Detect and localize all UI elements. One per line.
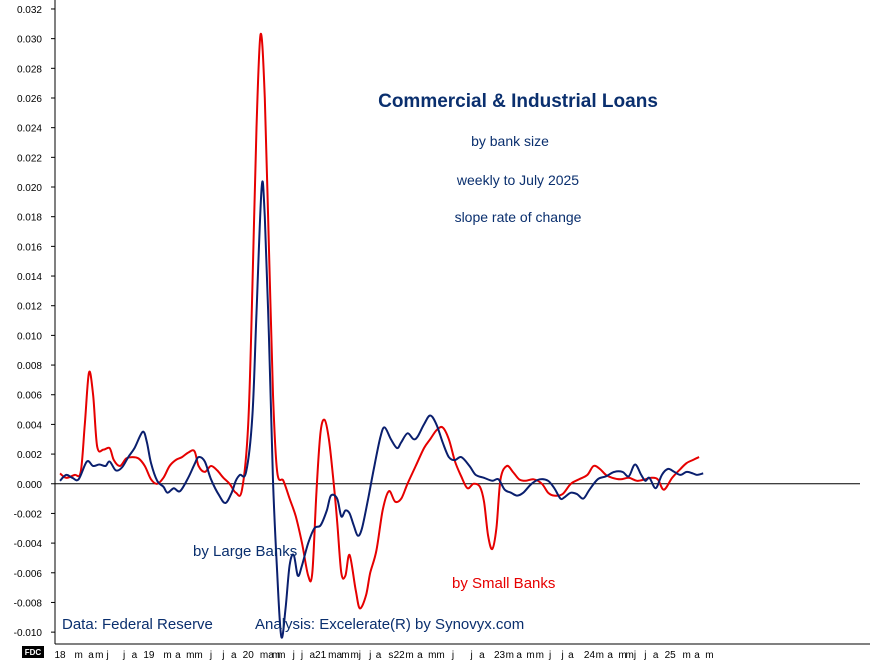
x-tick-label: 18 — [54, 650, 66, 661]
x-tick-label: m — [596, 650, 604, 661]
x-tick-label: m — [705, 650, 713, 661]
y-tick-label: 0.028 — [17, 64, 42, 75]
x-tick-label: m — [405, 650, 413, 661]
x-tick-label: m — [428, 650, 436, 661]
x-tick-label: 19 — [143, 650, 155, 661]
x-tick-label: a — [88, 650, 94, 661]
x-tick-label: m — [163, 650, 171, 661]
x-tick-label: s — [388, 650, 393, 661]
y-tick-label: 0.006 — [17, 391, 42, 402]
large-banks-label: by Large Banks — [193, 543, 297, 560]
x-tick-label: a — [175, 650, 181, 661]
y-tick-label: -0.006 — [14, 569, 43, 580]
x-tick-label: j — [560, 650, 563, 661]
chart-title: Commercial & Industrial Loans — [378, 91, 658, 112]
x-tick-label: j — [548, 650, 551, 661]
x-tick-label: m — [186, 650, 194, 661]
x-tick-label: 22 — [394, 650, 406, 661]
x-tick-label: 23 — [494, 650, 506, 661]
x-tick-label: a — [132, 650, 138, 661]
fdc-badge-text: FDC — [25, 648, 42, 657]
x-tick-label: j — [122, 650, 125, 661]
x-tick-label: m — [536, 650, 544, 661]
y-tick-label: 0.018 — [17, 213, 42, 224]
x-tick-label: m — [272, 650, 280, 661]
chart-subtitle-1: by bank size — [471, 133, 549, 149]
x-tick-label: a — [607, 650, 613, 661]
axes-layer: 0.032 0.030 0.028 0.026 0.024 0.022 0.020 0.018… — [14, 0, 870, 661]
x-tick-label: a — [568, 650, 574, 661]
x-tick-label: mj — [350, 650, 361, 661]
y-tick-label: 0.024 — [17, 124, 42, 135]
x-tick-label: a — [376, 650, 382, 661]
y-tick-label: 0.004 — [17, 420, 42, 431]
fdc-badge: FDC — [22, 646, 44, 658]
y-tick-label: 0.008 — [17, 361, 42, 372]
x-tick-label: 25 — [665, 650, 677, 661]
y-tick-label: 0.012 — [17, 302, 42, 313]
large-banks-series-line — [59, 180, 704, 639]
x-tick-label: j — [368, 650, 371, 661]
y-tick-label: 0.030 — [17, 35, 42, 46]
x-tick-label: j — [209, 650, 212, 661]
y-tick-label: -0.008 — [14, 598, 43, 609]
y-tick-label: 0.026 — [17, 94, 42, 105]
small-banks-label: by Small Banks — [452, 575, 555, 592]
x-tick-label: ma — [260, 650, 274, 661]
x-tick-label: j — [643, 650, 646, 661]
x-tick-label: a — [479, 650, 485, 661]
y-tick-label: -0.010 — [14, 628, 43, 639]
source-credit: Data: Federal Reserve — [62, 616, 213, 633]
y-tick-label: -0.004 — [14, 539, 43, 550]
analysis-credit: Analysis: Excelerate(R) by Synovyx.com — [255, 616, 524, 633]
small-banks-series-line — [59, 32, 700, 610]
x-tick-label: m — [194, 650, 202, 661]
chart-subtitle-3: slope rate of change — [455, 209, 582, 225]
x-tick-label: m — [618, 650, 626, 661]
x-tick-label: j — [451, 650, 454, 661]
y-tick-label: 0.014 — [17, 272, 42, 283]
y-tick-label: -0.002 — [14, 509, 43, 520]
x-tick-label: j — [469, 650, 472, 661]
x-tick-label: m — [74, 650, 82, 661]
x-tick-label: a — [653, 650, 659, 661]
x-tick-label: m — [683, 650, 691, 661]
x-tick-label: a — [417, 650, 423, 661]
x-tick-label: m — [95, 650, 103, 661]
x-tick-label: m — [526, 650, 534, 661]
x-tick-label: m — [277, 650, 285, 661]
x-tick-label: ma — [328, 650, 342, 661]
y-tick-label: 0.010 — [17, 331, 42, 342]
y-tick-label: 0.000 — [17, 480, 42, 491]
y-tick-label: 0.020 — [17, 183, 42, 194]
x-tick-label: m — [341, 650, 349, 661]
x-tick-label: 21 — [315, 650, 327, 661]
x-tick-label: j — [300, 650, 303, 661]
x-tick-label: j — [221, 650, 224, 661]
x-tick-label: mj — [626, 650, 637, 661]
x-tick-label: m — [506, 650, 514, 661]
x-tick-label: a — [694, 650, 700, 661]
x-tick-label: j — [105, 650, 108, 661]
y-tick-label: 0.022 — [17, 153, 42, 164]
x-tick-label: a — [231, 650, 237, 661]
series-layer — [59, 32, 704, 639]
x-tick-label: 24 — [584, 650, 596, 661]
x-tick-label: j — [292, 650, 295, 661]
x-tick-label: a — [516, 650, 522, 661]
y-tick-label: 0.016 — [17, 242, 42, 253]
chart-subtitle-2: weekly to July 2025 — [456, 172, 579, 188]
x-tick-label: m — [436, 650, 444, 661]
y-tick-label: 0.032 — [17, 5, 42, 16]
x-tick-label: a — [310, 650, 316, 661]
y-tick-label: 0.002 — [17, 450, 42, 461]
x-tick-label: 20 — [243, 650, 255, 661]
